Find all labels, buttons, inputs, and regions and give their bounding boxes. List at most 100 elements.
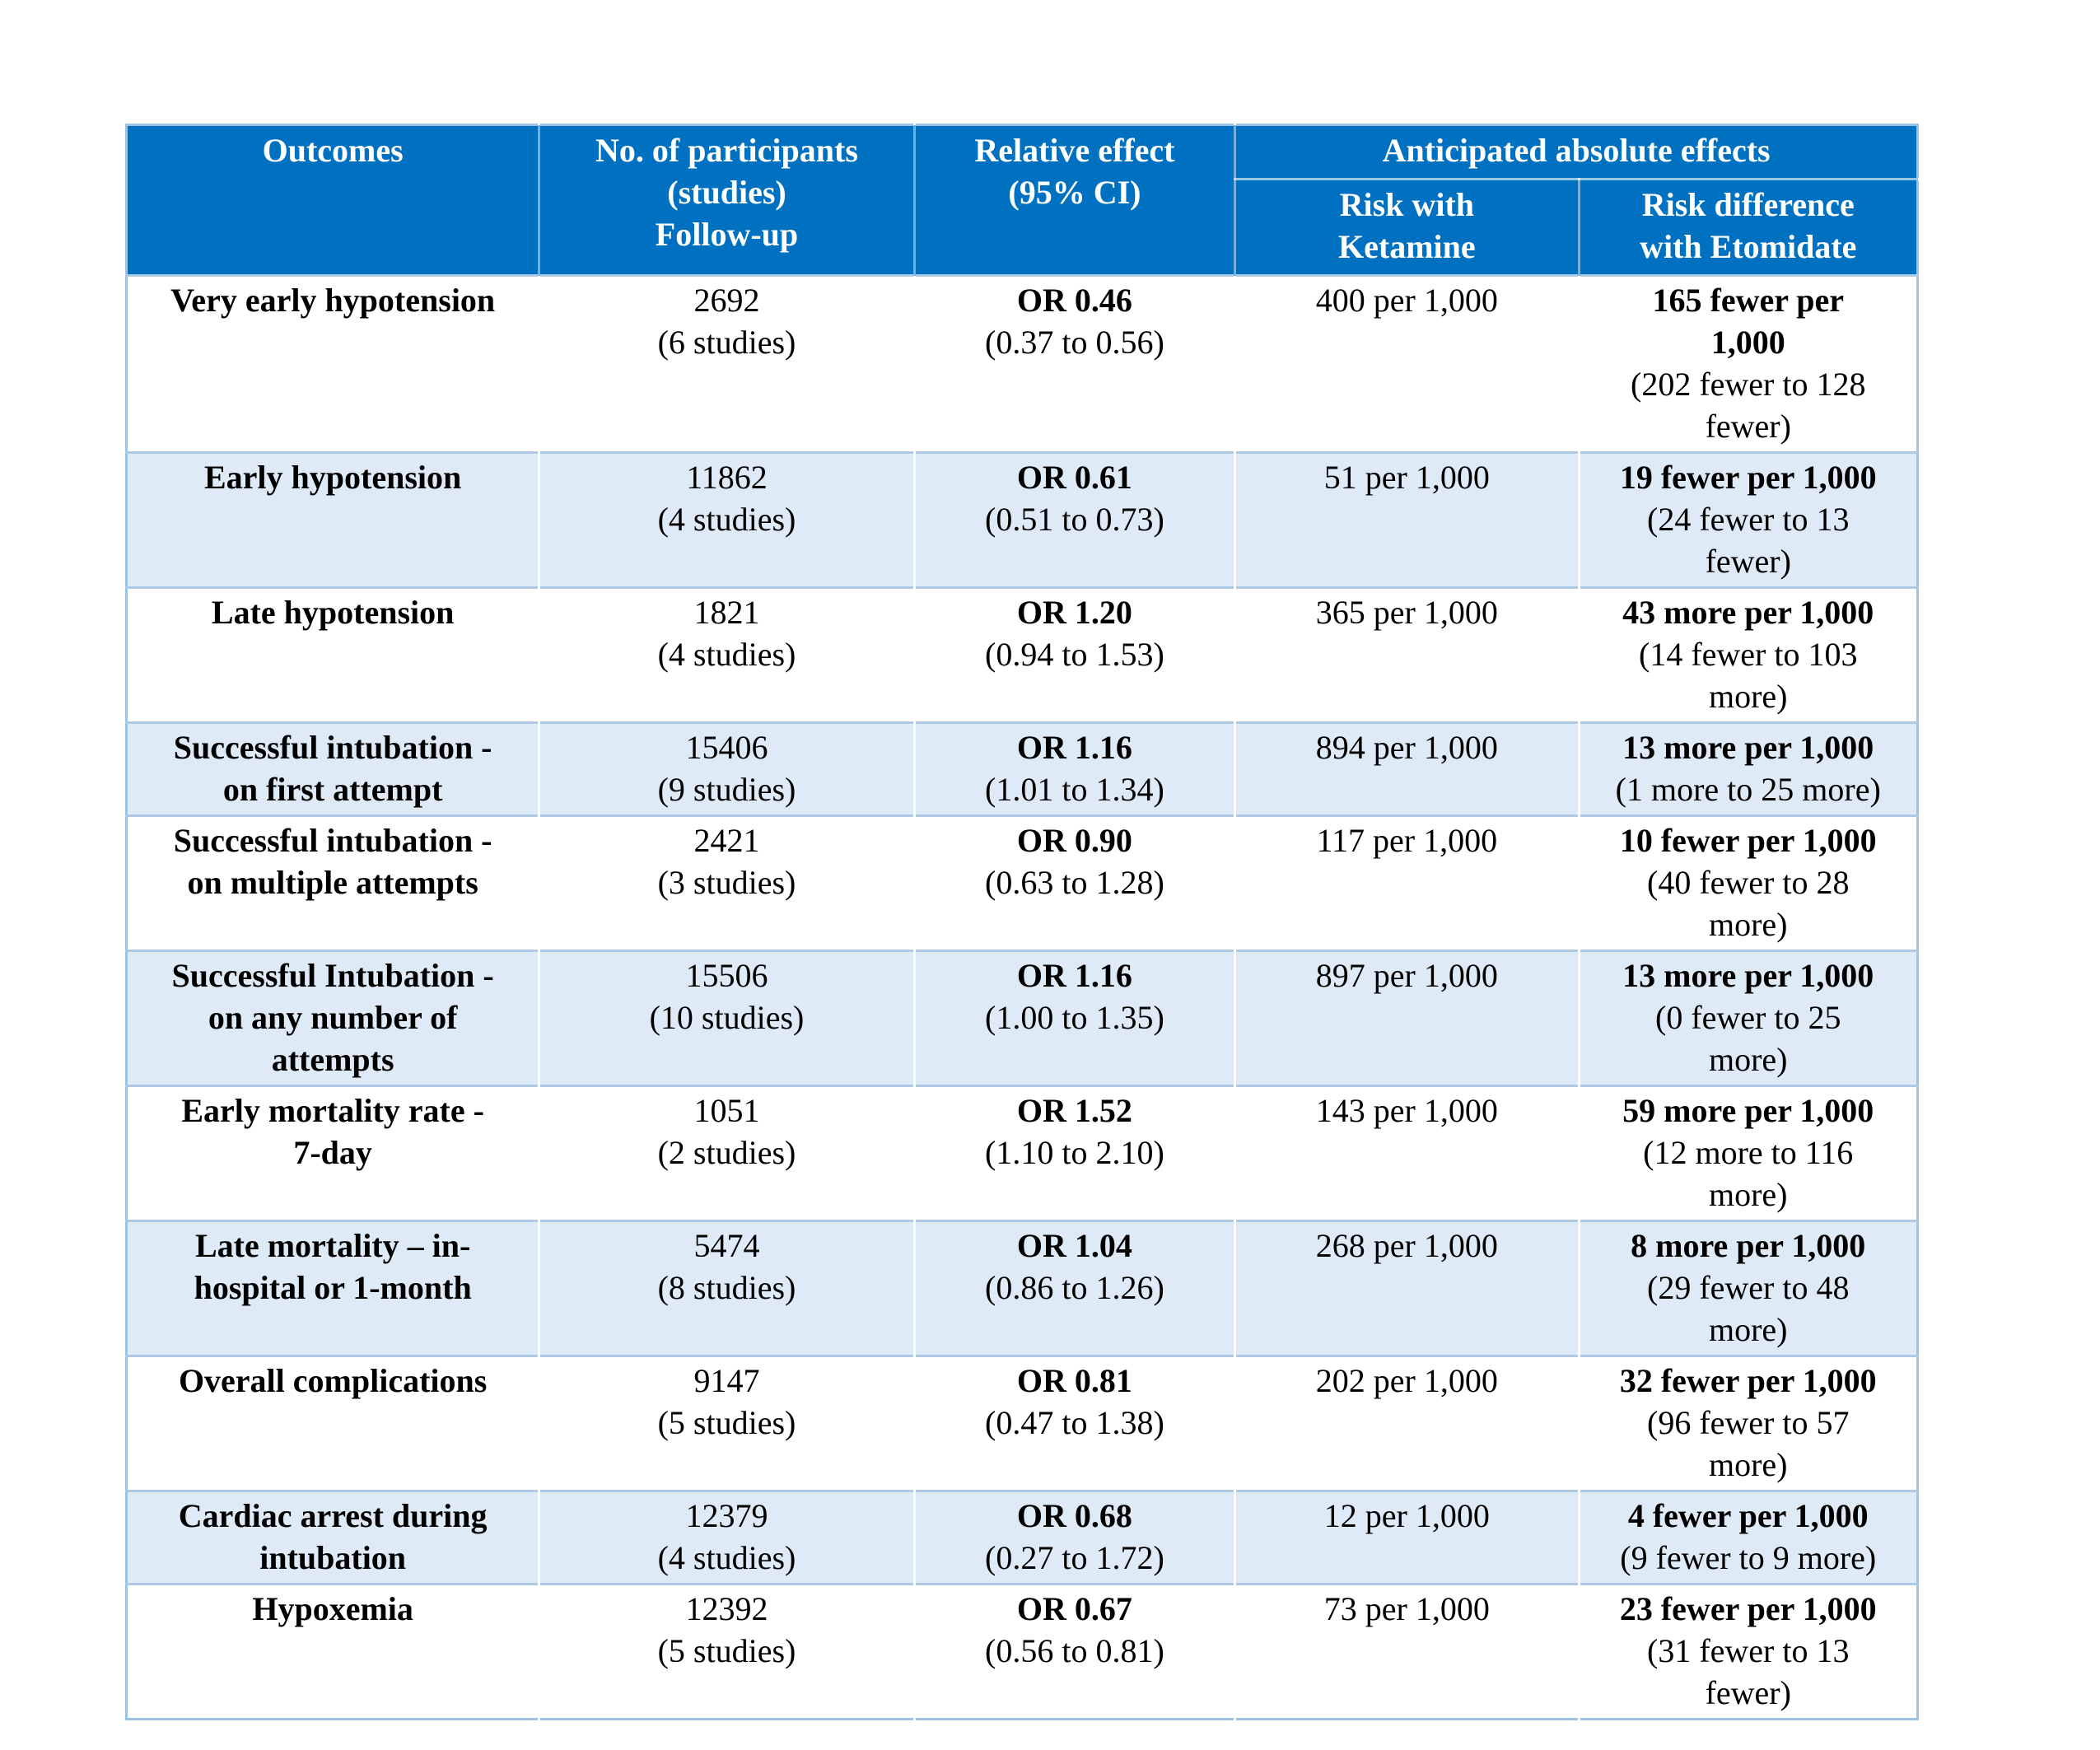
odds-ratio-value: OR 0.46 — [1016, 282, 1132, 319]
relative-effect-cell: OR 1.52 (1.10 to 2.10) — [912, 1085, 1235, 1221]
column-header-participants: No. of participants (studies) Follow-up — [538, 124, 915, 276]
risk-difference-interval: (202 fewer to 128 fewer) — [1631, 366, 1866, 445]
table-row: Overall complications 9147 (5 studies) OR 0… — [126, 1355, 1918, 1491]
table-row: Early mortality rate - 7-day 1051 (2 studi… — [126, 1085, 1918, 1221]
studies-count: (5 studies) — [657, 1404, 796, 1441]
confidence-interval: (1.00 to 1.35) — [985, 999, 1164, 1036]
studies-count: (2 studies) — [657, 1134, 796, 1171]
odds-ratio-value: OR 0.67 — [1016, 1590, 1132, 1627]
outcome-label: Hypoxemia — [126, 1583, 539, 1720]
participants-count: 2692 — [693, 282, 760, 319]
risk-difference-interval: (31 fewer to 13 fewer) — [1647, 1632, 1850, 1711]
risk-difference-cell: 13 more per 1,000 (0 fewer to 25 more) — [1577, 950, 1918, 1086]
odds-ratio-value: OR 1.16 — [1016, 729, 1132, 766]
studies-count: (5 studies) — [657, 1632, 796, 1669]
participants-count: 12392 — [685, 1590, 768, 1627]
confidence-interval: (0.63 to 1.28) — [985, 864, 1164, 901]
participants-count: 15406 — [685, 729, 768, 766]
relative-effect-cell: OR 1.20 (0.94 to 1.53) — [912, 586, 1235, 723]
relative-effect-cell: OR 0.90 (0.63 to 1.28) — [912, 814, 1235, 951]
outcome-label: Very early hypotension — [126, 274, 539, 453]
risk-with-ketamine-cell: 400 per 1,000 — [1234, 274, 1579, 453]
summary-of-findings-table: Outcomes No. of participants (studies) F… — [125, 124, 1919, 1720]
relative-effect-cell: OR 0.81 (0.47 to 1.38) — [912, 1355, 1235, 1491]
participants-cell: 15506 (10 studies) — [538, 950, 915, 1086]
odds-ratio-value: OR 1.16 — [1016, 957, 1132, 994]
odds-ratio-value: OR 0.81 — [1016, 1362, 1132, 1399]
participants-count: 2421 — [693, 822, 760, 859]
risk-difference-interval: (40 fewer to 28 more) — [1647, 864, 1850, 943]
outcome-label: Successful intubation - on multiple atte… — [126, 814, 539, 951]
outcomes-table: Outcomes No. of participants (studies) F… — [125, 124, 1919, 1720]
risk-with-ketamine-cell: 894 per 1,000 — [1234, 721, 1579, 816]
risk-difference-cell: 23 fewer per 1,000 (31 fewer to 13 fewer) — [1577, 1583, 1918, 1720]
risk-with-ketamine-cell: 12 per 1,000 — [1234, 1490, 1579, 1584]
relative-effect-cell: OR 1.04 (0.86 to 1.26) — [912, 1220, 1235, 1356]
confidence-interval: (0.51 to 0.73) — [985, 501, 1164, 538]
table-row: Hypoxemia 12392 (5 studies) OR 0.67 (0.56 to… — [126, 1583, 1918, 1720]
risk-difference-cell: 4 fewer per 1,000 (9 fewer to 9 more) — [1577, 1490, 1918, 1584]
confidence-interval: (0.37 to 0.56) — [985, 324, 1164, 361]
risk-difference-cell: 32 fewer per 1,000 (96 fewer to 57 more) — [1577, 1355, 1918, 1491]
confidence-interval: (0.94 to 1.53) — [985, 636, 1164, 673]
studies-count: (9 studies) — [657, 771, 796, 808]
table-body: Very early hypotension 2692 (6 studies) OR … — [126, 274, 1918, 1720]
relative-effect-cell: OR 1.16 (1.00 to 1.35) — [912, 950, 1235, 1086]
outcome-label: Early hypotension — [126, 451, 539, 588]
risk-difference-interval: (12 more to 116 more) — [1643, 1134, 1854, 1213]
table-row: Late mortality – in- hospital or 1-month… — [126, 1220, 1918, 1356]
table-row: Cardiac arrest during intubation 12379 (4 … — [126, 1490, 1918, 1584]
participants-count: 11862 — [686, 459, 768, 496]
studies-count: (4 studies) — [657, 1539, 796, 1576]
outcome-label: Overall complications — [126, 1355, 539, 1491]
participants-cell: 1051 (2 studies) — [538, 1085, 915, 1221]
odds-ratio-value: OR 0.68 — [1016, 1497, 1132, 1534]
studies-count: (8 studies) — [657, 1269, 796, 1306]
participants-count: 5474 — [693, 1227, 760, 1264]
outcome-label: Late hypotension — [126, 586, 539, 723]
participants-count: 15506 — [685, 957, 768, 994]
odds-ratio-value: OR 0.61 — [1016, 459, 1132, 496]
studies-count: (3 studies) — [657, 864, 796, 901]
confidence-interval: (0.47 to 1.38) — [985, 1404, 1164, 1441]
outcome-label: Successful intubation - on first attempt — [126, 721, 539, 816]
outcome-label: Late mortality – in- hospital or 1-month — [126, 1220, 539, 1356]
odds-ratio-value: OR 1.20 — [1016, 594, 1132, 631]
risk-with-ketamine-cell: 365 per 1,000 — [1234, 586, 1579, 723]
confidence-interval: (1.01 to 1.34) — [985, 771, 1164, 808]
participants-cell: 12379 (4 studies) — [538, 1490, 915, 1584]
table-row: Successful Intubation - on any number of… — [126, 950, 1918, 1086]
risk-difference-cell: 19 fewer per 1,000 (24 fewer to 13 fewer) — [1577, 451, 1918, 588]
risk-with-ketamine-cell: 51 per 1,000 — [1234, 451, 1579, 588]
participants-cell: 15406 (9 studies) — [538, 721, 915, 816]
table-row: Early hypotension 11862 (4 studies) OR 0.61… — [126, 451, 1918, 588]
risk-difference-value: 19 fewer per 1,000 — [1619, 459, 1877, 496]
table-row: Successful intubation - on multiple atte… — [126, 814, 1918, 951]
participants-cell: 9147 (5 studies) — [538, 1355, 915, 1491]
risk-difference-value: 165 fewer per 1,000 — [1652, 282, 1845, 361]
risk-difference-cell: 59 more per 1,000 (12 more to 116 more) — [1577, 1085, 1918, 1221]
outcome-label: Cardiac arrest during intubation — [126, 1490, 539, 1584]
header-row-main: Outcomes No. of participants (studies) F… — [126, 124, 1918, 276]
column-header-risk-difference: Risk difference with Etomidate — [1577, 179, 1918, 276]
table-row: Successful intubation - on first attempt… — [126, 721, 1918, 816]
odds-ratio-value: OR 1.04 — [1016, 1227, 1132, 1264]
participants-cell: 1821 (4 studies) — [538, 586, 915, 723]
table-row: Very early hypotension 2692 (6 studies) OR … — [126, 274, 1918, 453]
risk-with-ketamine-cell: 73 per 1,000 — [1234, 1583, 1579, 1720]
odds-ratio-value: OR 0.90 — [1016, 822, 1132, 859]
relative-effect-cell: OR 0.46 (0.37 to 0.56) — [912, 274, 1235, 453]
risk-difference-value: 23 fewer per 1,000 — [1619, 1590, 1877, 1627]
column-header-anticipated-effects: Anticipated absolute effects — [1234, 124, 1918, 180]
risk-difference-cell: 8 more per 1,000 (29 fewer to 48 more) — [1577, 1220, 1918, 1356]
participants-count: 1051 — [693, 1092, 760, 1129]
column-header-relative-effect: Relative effect (95% CI) — [912, 124, 1235, 276]
studies-count: (4 studies) — [657, 636, 796, 673]
risk-difference-interval: (14 fewer to 103 more) — [1639, 636, 1858, 715]
risk-with-ketamine-cell: 897 per 1,000 — [1234, 950, 1579, 1086]
risk-difference-interval: (24 fewer to 13 fewer) — [1647, 501, 1850, 580]
confidence-interval: (0.27 to 1.72) — [985, 1539, 1164, 1576]
risk-with-ketamine-cell: 117 per 1,000 — [1234, 814, 1579, 951]
column-header-outcomes: Outcomes — [126, 124, 539, 276]
studies-count: (4 studies) — [657, 501, 796, 538]
